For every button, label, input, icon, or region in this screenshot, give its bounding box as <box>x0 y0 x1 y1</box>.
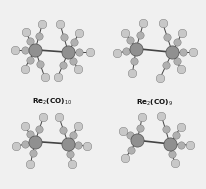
Point <box>58 22 61 25</box>
Point <box>23 125 26 128</box>
Point <box>68 153 71 156</box>
Point <box>37 35 40 38</box>
Point <box>23 48 26 51</box>
Point <box>61 128 65 131</box>
Point <box>88 51 91 54</box>
Point <box>33 140 37 143</box>
Point <box>140 116 143 119</box>
Point <box>134 47 137 50</box>
Point <box>128 134 131 137</box>
Point <box>123 157 126 160</box>
Point <box>40 22 44 25</box>
Point <box>170 51 173 54</box>
Point <box>77 32 80 35</box>
Point <box>165 36 168 39</box>
Point <box>15 145 18 148</box>
Point <box>190 51 194 54</box>
Point <box>66 51 70 54</box>
Point <box>23 67 26 70</box>
Point <box>43 76 46 79</box>
Point <box>129 148 132 151</box>
Point <box>135 139 138 142</box>
Point <box>163 128 166 131</box>
Point <box>28 58 31 61</box>
Point <box>167 142 171 145</box>
Point <box>173 134 176 137</box>
Point <box>158 76 161 79</box>
Point <box>180 51 184 54</box>
Point <box>28 132 31 135</box>
Point <box>33 48 37 51</box>
Point <box>164 64 167 67</box>
Point <box>76 67 79 70</box>
Point <box>138 34 141 37</box>
Point <box>123 31 126 34</box>
Point <box>141 22 144 25</box>
Point <box>175 41 178 44</box>
Point <box>71 133 75 136</box>
Point <box>159 115 162 118</box>
Point <box>178 68 181 71</box>
Point <box>23 143 27 146</box>
Point <box>188 144 191 147</box>
Point <box>85 145 88 148</box>
Point <box>28 39 32 42</box>
Point <box>178 143 181 146</box>
Point <box>128 39 131 42</box>
Point <box>172 162 176 165</box>
Point <box>170 153 173 156</box>
Point <box>178 125 181 129</box>
Point <box>71 59 75 62</box>
Point <box>70 163 73 166</box>
Point <box>130 71 133 74</box>
Point <box>132 60 135 63</box>
Point <box>61 64 64 67</box>
Point <box>66 142 70 145</box>
Point <box>179 31 183 34</box>
Point <box>76 125 79 128</box>
Point <box>56 76 59 79</box>
Point <box>121 129 124 132</box>
Point <box>72 41 75 44</box>
Point <box>24 31 27 34</box>
Text: Re$_2$(CO)$_{10}$: Re$_2$(CO)$_{10}$ <box>32 97 71 107</box>
Point <box>115 52 118 55</box>
Point <box>124 50 127 53</box>
Point <box>29 163 32 166</box>
Point <box>160 22 164 25</box>
Point <box>77 51 81 54</box>
Point <box>38 63 42 66</box>
Point <box>38 127 41 130</box>
Point <box>13 48 17 51</box>
Point <box>62 36 65 39</box>
Text: Re$_2$(CO)$_9$: Re$_2$(CO)$_9$ <box>135 98 172 108</box>
Point <box>31 152 34 155</box>
Point <box>174 60 178 63</box>
Point <box>76 144 80 147</box>
Point <box>137 127 141 130</box>
Point <box>42 115 45 118</box>
Point <box>57 115 60 118</box>
